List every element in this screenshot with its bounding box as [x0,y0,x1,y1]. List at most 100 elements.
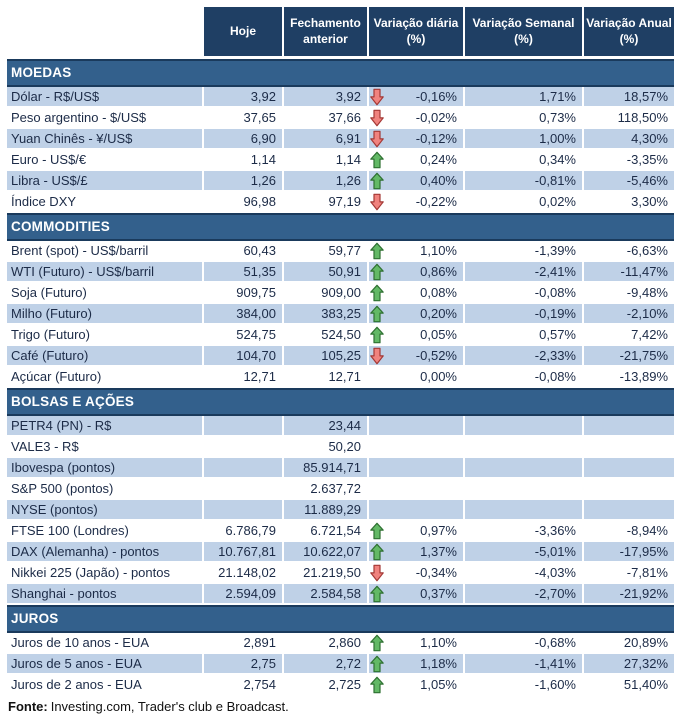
down-arrow-icon [370,109,384,126]
variacao-diaria-cell [367,416,463,437]
variacao-semanal-cell: -0,68% [463,633,582,654]
variacao-diaria-cell: -0,52% [367,346,463,367]
variacao-semanal-cell [463,479,582,500]
row-label: Peso argentino - $/US$ [7,108,202,129]
row-label: FTSE 100 (Londres) [7,521,202,542]
variacao-semanal-cell: 0,57% [463,325,582,346]
variacao-diaria-cell: 0,97% [367,521,463,542]
fechamento-cell: 1,14 [282,150,367,171]
row-label: Juros de 10 anos - EUA [7,633,202,654]
variacao-semanal-cell: -0,81% [463,171,582,192]
table-row: Peso argentino - $/US$ 37,65 37,66 -0,02% 0,… [7,108,674,129]
table-row: Milho (Futuro) 384,00 383,25 0,20% -0,19% -2,… [7,304,674,325]
variacao-diaria-cell: 1,37% [367,542,463,563]
hoje-cell: 12,71 [202,367,282,388]
variacao-diaria-value: -0,22% [415,193,457,209]
variacao-semanal-cell: -2,33% [463,346,582,367]
fechamento-cell: 23,44 [282,416,367,437]
row-label: Brent (spot) - US$/barril [7,241,202,262]
up-arrow-icon [370,326,384,343]
variacao-anual-cell: 7,42% [582,325,674,346]
hoje-cell: 2,754 [202,675,282,696]
hoje-cell: 2.594,09 [202,584,282,605]
col-header-variacao-anual: Variação Anual (%) [582,7,674,59]
fechamento-cell: 2,860 [282,633,367,654]
fechamento-cell: 11.889,29 [282,500,367,521]
fechamento-cell: 12,71 [282,367,367,388]
variacao-diaria-cell [367,500,463,521]
fechamento-cell: 383,25 [282,304,367,325]
variacao-anual-cell [582,458,674,479]
table-row: Soja (Futuro) 909,75 909,00 0,08% -0,08% -9,4… [7,283,674,304]
variacao-diaria-value: 0,20% [420,305,457,321]
row-label: Dólar - R$/US$ [7,87,202,108]
hoje-cell [202,500,282,521]
variacao-diaria-value: 0,86% [420,263,457,279]
section-row-bolsas-e-acoes: BOLSAS E AÇÕES [7,388,674,416]
up-arrow-icon [370,585,384,602]
variacao-diaria-value: 0,97% [420,522,457,538]
row-label: WTI (Futuro) - US$/barril [7,262,202,283]
col-header-hoje: Hoje [202,7,282,59]
source-note-text: Investing.com, Trader's club e Broadcast… [50,699,289,714]
fechamento-cell: 50,20 [282,437,367,458]
variacao-semanal-cell: -5,01% [463,542,582,563]
variacao-diaria-value: 1,10% [420,242,457,258]
variacao-anual-cell [582,437,674,458]
hoje-cell: 2,891 [202,633,282,654]
variacao-anual-cell [582,416,674,437]
variacao-semanal-cell: -3,36% [463,521,582,542]
market-summary-table: Hoje Fechamento anterior Variação diária… [7,7,674,696]
variacao-anual-cell: -7,81% [582,563,674,584]
fechamento-cell: 21.219,50 [282,563,367,584]
down-arrow-icon [370,88,384,105]
variacao-diaria-value: -0,52% [415,347,457,363]
variacao-anual-cell: 18,57% [582,87,674,108]
variacao-anual-cell: -2,10% [582,304,674,325]
hoje-cell: 384,00 [202,304,282,325]
variacao-diaria-cell: 0,86% [367,262,463,283]
variacao-anual-cell: -3,35% [582,150,674,171]
variacao-diaria-cell: 0,24% [367,150,463,171]
hoje-cell: 2,75 [202,654,282,675]
hoje-cell: 104,70 [202,346,282,367]
up-arrow-icon [370,305,384,322]
table-row: WTI (Futuro) - US$/barril 51,35 50,91 0,86%… [7,262,674,283]
variacao-diaria-value: 1,05% [420,676,457,692]
table-row: Juros de 10 anos - EUA 2,891 2,860 1,10% -0,… [7,633,674,654]
up-arrow-icon [370,634,384,651]
variacao-anual-cell: -11,47% [582,262,674,283]
column-header-row: Hoje Fechamento anterior Variação diária… [7,7,674,59]
variacao-diaria-cell: -0,12% [367,129,463,150]
section-header-moedas: MOEDAS [7,59,674,87]
variacao-diaria-value: 0,08% [420,284,457,300]
variacao-diaria-cell: 1,18% [367,654,463,675]
fechamento-cell: 6.721,54 [282,521,367,542]
hoje-cell [202,479,282,500]
table-row: Nikkei 225 (Japão) - pontos 21.148,02 21.2… [7,563,674,584]
variacao-diaria-cell: 1,10% [367,633,463,654]
table-row: S&P 500 (pontos) 2.637,72 [7,479,674,500]
variacao-semanal-cell: 0,02% [463,192,582,213]
variacao-diaria-cell: 0,00% [367,367,463,388]
hoje-cell [202,458,282,479]
row-label: DAX (Alemanha) - pontos [7,542,202,563]
variacao-diaria-value: 0,37% [420,585,457,601]
row-label: Soja (Futuro) [7,283,202,304]
variacao-diaria-cell: 1,10% [367,241,463,262]
variacao-diaria-value: 1,37% [420,543,457,559]
table-row: Açúcar (Futuro) 12,71 12,71 0,00% -0,08% -13,… [7,367,674,388]
variacao-semanal-cell: -2,41% [463,262,582,283]
variacao-anual-cell: -17,95% [582,542,674,563]
table-row: Libra - US$/£ 1,26 1,26 0,40% -0,81% -5,46% [7,171,674,192]
section-header-bolsas-e-acoes: BOLSAS E AÇÕES [7,388,674,416]
section-row-moedas: MOEDAS [7,59,674,87]
row-label: PETR4 (PN) - R$ [7,416,202,437]
variacao-semanal-cell: 0,34% [463,150,582,171]
variacao-diaria-value: 0,05% [420,326,457,342]
variacao-anual-cell: -21,92% [582,584,674,605]
table-row: Trigo (Futuro) 524,75 524,50 0,05% 0,57% 7,42… [7,325,674,346]
row-label: Libra - US$/£ [7,171,202,192]
variacao-diaria-value: 1,10% [420,634,457,650]
source-note-label: Fonte: [8,699,48,714]
